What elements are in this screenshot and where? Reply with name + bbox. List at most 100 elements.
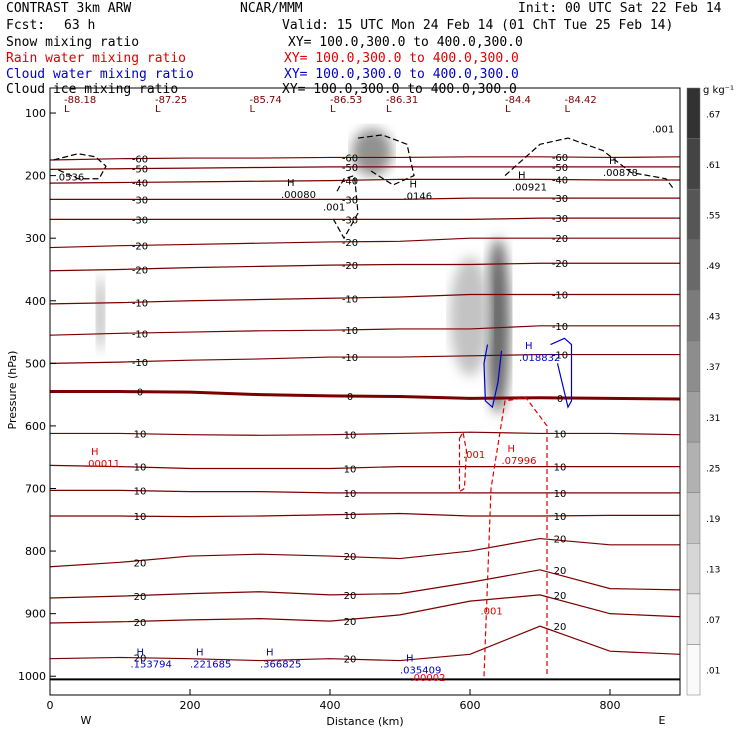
init-time: Init: 00 UTC Sat 22 Feb 14 xyxy=(518,1,722,16)
y-tick-label-3: 400 xyxy=(25,295,46,308)
minimum-letter-2: L xyxy=(250,104,256,115)
isotherm-label-10-0: 0 xyxy=(137,388,143,399)
isotherm-label-17-2: 20 xyxy=(554,591,567,602)
extremum-value-9: .035409 xyxy=(400,666,441,677)
snow-shade-3 xyxy=(450,256,490,376)
isotherm-15 xyxy=(50,537,680,568)
isotherm-label-17-0: 20 xyxy=(134,618,147,629)
y-axis-label: Pressure (hPa) xyxy=(6,351,19,430)
isotherm-label-17-1: 20 xyxy=(344,617,357,628)
y-tick-label-0: 100 xyxy=(25,107,46,120)
ice-contour-1 xyxy=(332,174,359,240)
y-tick-label-7: 800 xyxy=(25,545,46,558)
colorbar-box-3 xyxy=(686,492,701,544)
x-tick-label-4: 800 xyxy=(600,699,621,712)
isotherm-label-13-0: 10 xyxy=(134,486,147,497)
isotherm-label-2-1: -40 xyxy=(342,177,358,188)
isotherm-label-7-2: -10 xyxy=(552,291,568,302)
isotherm-11 xyxy=(50,431,680,436)
ice-contour-3 xyxy=(504,137,674,189)
isotherm-10 xyxy=(50,390,680,401)
minimum-letter-4: L xyxy=(386,104,392,115)
isotherm-18 xyxy=(50,625,680,662)
isotherm-label-11-0: 10 xyxy=(134,429,147,440)
isotherm-label-15-0: 20 xyxy=(134,558,147,569)
isotherm-label-16-0: 20 xyxy=(134,592,147,603)
colorbar-box-1 xyxy=(686,593,701,645)
snow-shade-2 xyxy=(486,238,510,414)
y-tick-label-4: 500 xyxy=(25,357,46,370)
west-label: W xyxy=(81,714,92,727)
title: CONTRAST 3km ARW xyxy=(6,1,131,16)
isotherm-label-3-1: -30 xyxy=(342,195,358,206)
colorbar-box-10 xyxy=(686,138,701,190)
field-section-rain: XY= 100.0,300.0 to 400.0,300.0 xyxy=(284,51,519,66)
isotherm-label-2-0: -40 xyxy=(132,178,148,189)
y-tick-label-2: 300 xyxy=(25,232,46,245)
east-label: E xyxy=(659,714,666,727)
colorbar-box-11 xyxy=(686,87,701,139)
isotherm-label-6-2: -20 xyxy=(552,259,568,270)
extremum-letter-14: H xyxy=(518,171,526,182)
isotherm-8 xyxy=(50,325,680,336)
isotherm-13 xyxy=(50,489,680,494)
rain-contour-1 xyxy=(483,397,548,677)
extremum-value-7: .221685 xyxy=(190,659,231,670)
extremum-letter-5: H xyxy=(525,341,533,352)
colorbar-label-6: .37 xyxy=(706,363,720,373)
cloud-contour-0 xyxy=(483,344,503,409)
isotherm-label-12-1: 10 xyxy=(344,464,357,475)
colorbar-label-11: .67 xyxy=(706,110,720,120)
isotherm-label-16-1: 20 xyxy=(344,591,357,602)
colorbar-box-9 xyxy=(686,188,701,241)
isotherm-label-7-0: -10 xyxy=(132,299,148,310)
minimum-value-1: -87.25 xyxy=(155,95,187,106)
extremum-letter-11: H xyxy=(287,178,295,189)
colorbar-label-10: .61 xyxy=(706,161,720,171)
cloud-contour-1 xyxy=(550,337,573,409)
snow-shade-0 xyxy=(96,275,105,351)
colorbar: .01 .07 .13 .19 .25 .31 .37 .43 .49 .55 .61 .67 xyxy=(686,87,721,696)
extremum-letter-7: H xyxy=(196,647,204,658)
x-tick-label-2: 400 xyxy=(320,699,341,712)
isotherm-4 xyxy=(50,217,680,221)
colorbar-label-5: .31 xyxy=(706,414,720,424)
field-name-rain: Rain water mixing ratio xyxy=(6,51,186,66)
plot-area: -60 -60 -60-50 -50 -50-40 -40 -40-30 -30 -30-30-… xyxy=(50,95,680,684)
colorbar-box-4 xyxy=(686,441,701,493)
isotherm-label-8-2: -10 xyxy=(552,322,568,333)
isotherm-17 xyxy=(50,594,680,624)
isotherm-label-9-0: -10 xyxy=(132,358,148,369)
org-name: NCAR/MMM xyxy=(240,1,303,16)
field-section-ice: XY= 100.0,300.0 to 400.0,300.0 xyxy=(282,82,517,97)
minimum-value-4: -86.31 xyxy=(386,95,418,106)
isotherm-1 xyxy=(50,166,680,170)
isotherm-label-6-0: -20 xyxy=(132,265,148,276)
colorbar-box-5 xyxy=(686,391,701,443)
isotherm-label-18-0: 20 xyxy=(134,653,147,664)
y-tick-label-8: 900 xyxy=(25,608,46,621)
isotherm-label-11-1: 10 xyxy=(344,431,357,442)
colorbar-label-9: .55 xyxy=(706,211,720,221)
isotherm-6 xyxy=(50,262,680,272)
extremum-value-1: .001 xyxy=(463,450,485,461)
minimum-value-2: -85.74 xyxy=(250,95,282,106)
x-tick-label-1: 200 xyxy=(180,699,201,712)
isotherm-label-18-1: 20 xyxy=(344,655,357,666)
colorbar-box-8 xyxy=(686,239,701,291)
isotherm-7 xyxy=(50,293,680,305)
extremum-letter-6: H xyxy=(137,647,145,658)
isotherm-5 xyxy=(50,237,680,249)
y-tick-label-5: 600 xyxy=(25,420,46,433)
axes: 0 200 400 600 800100200300400500600700800900… xyxy=(18,107,621,712)
extremum-value-2: .07996 xyxy=(502,456,537,467)
minimum-letter-0: L xyxy=(64,104,70,115)
isotherm-label-12-2: 10 xyxy=(554,463,567,474)
isotherm-label-4-1: -30 xyxy=(342,215,358,226)
extremum-value-13: .0146 xyxy=(404,191,433,202)
isotherm-label-14-0: 10 xyxy=(134,512,147,523)
isotherm-label-3-2: -30 xyxy=(552,194,568,205)
minimum-letter-5: L xyxy=(505,104,511,115)
field-name-cloud: Cloud water mixing ratio xyxy=(6,67,194,82)
